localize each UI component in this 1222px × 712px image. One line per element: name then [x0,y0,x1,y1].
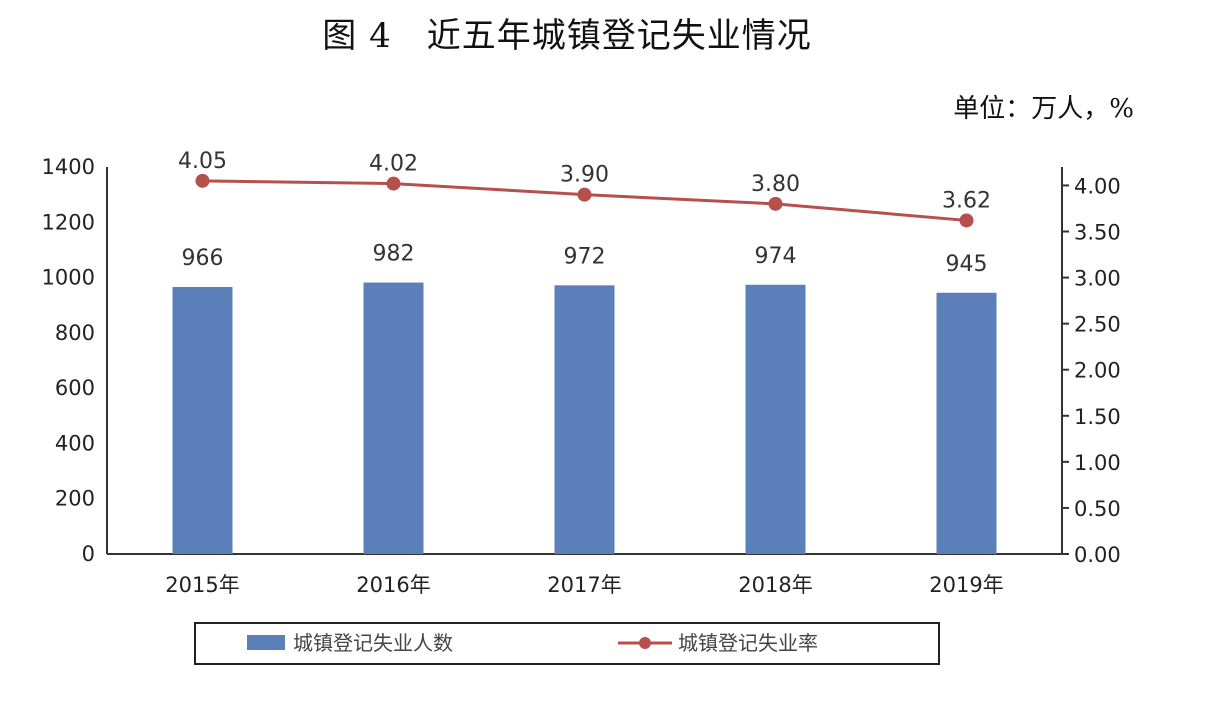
right-tick-label: 2.50 [1074,313,1121,337]
right-tick-label: 2.00 [1074,359,1121,383]
bar-data-label: 945 [946,252,988,277]
left-tick-label: 400 [55,431,95,455]
legend-line-marker [639,637,651,649]
x-tick-label: 2015年 [165,573,239,597]
right-tick-label: 1.00 [1074,451,1121,475]
legend-bar-label: 城镇登记失业人数 [293,631,453,655]
x-tick-label: 2019年 [929,573,1003,597]
legend-bar-swatch [247,635,285,650]
left-tick-label: 0 [82,542,95,566]
left-tick-label: 1000 [42,266,95,290]
chart-title: 图 4 近五年城镇登记失业情况 [322,16,812,56]
rate-point [386,176,401,191]
right-tick-label: 0.00 [1074,543,1121,567]
bar-data-label: 974 [755,244,797,269]
right-tick-label: 3.00 [1074,267,1121,291]
rate-point [195,173,210,188]
rate-point [577,187,592,202]
bar [172,286,233,554]
bar-data-label: 966 [182,246,224,271]
x-tick-label: 2017年 [547,573,621,597]
bar [554,285,615,554]
bar-data-label: 972 [564,244,606,269]
rate-point [959,213,974,228]
bar [745,284,806,554]
left-tick-label: 600 [55,376,95,400]
rate-data-label: 3.62 [942,188,991,213]
rate-data-label: 3.80 [751,172,800,197]
right-tick-label: 0.50 [1074,497,1121,521]
legend-line-label: 城镇登记失业率 [678,631,818,655]
right-tick-label: 1.50 [1074,405,1121,429]
left-tick-label: 1400 [42,155,95,179]
x-tick-label: 2016年 [356,573,430,597]
left-tick-label: 1200 [42,210,95,234]
rate-data-label: 3.90 [560,163,609,188]
legend-box [194,622,940,665]
right-tick-label: 3.50 [1074,221,1121,245]
x-tick-label: 2018年 [738,573,812,597]
rate-data-label: 4.05 [178,149,227,174]
right-tick-label: 4.00 [1074,174,1121,198]
bar-data-label: 982 [373,242,415,267]
rate-point [768,196,783,211]
left-tick-label: 200 [55,487,95,511]
unit-label: 单位：万人，% [953,94,1134,124]
rate-data-label: 4.02 [369,152,418,177]
left-tick-label: 800 [55,321,95,345]
bar [363,282,424,554]
bar [936,292,997,554]
